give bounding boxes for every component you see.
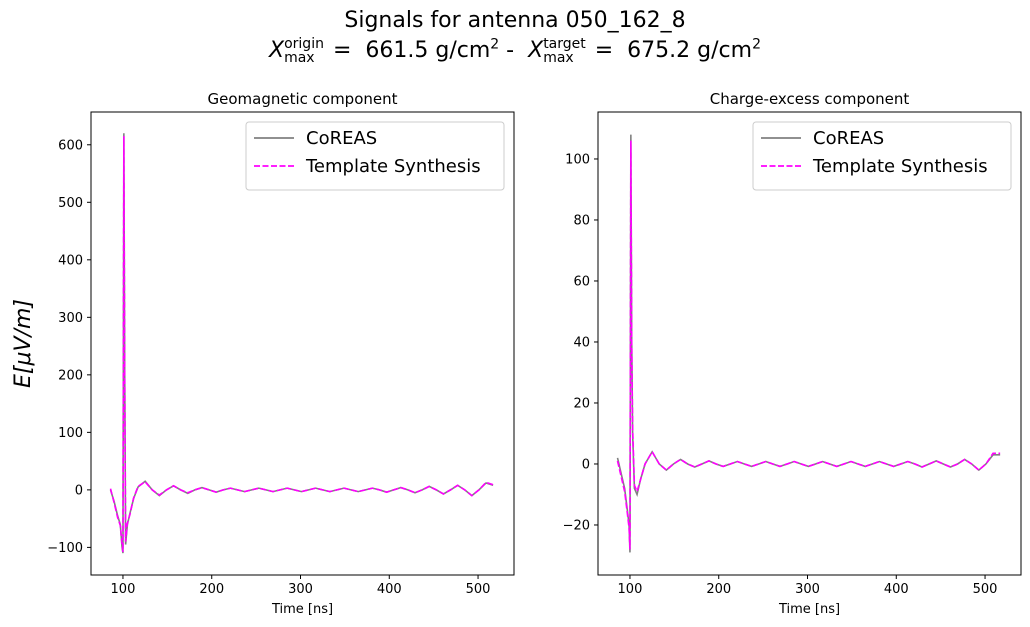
- subtitle-scripts: target max: [543, 37, 586, 65]
- y-tick-label: 40: [573, 335, 590, 350]
- x-tick-label: 400: [377, 582, 402, 597]
- legend-label: CoREAS: [813, 128, 884, 149]
- plot-frame: [597, 111, 1022, 576]
- x-tick-label: 500: [973, 582, 998, 597]
- legend-label: CoREAS: [306, 128, 377, 149]
- series-line: [616, 134, 1001, 553]
- legend-label: Template Synthesis: [812, 156, 988, 177]
- legend-box: [245, 121, 505, 191]
- axes-title: Charge-excess component: [710, 90, 910, 108]
- subtitle-part: max: [284, 50, 315, 66]
- axes-title: Geomagnetic component: [207, 90, 397, 108]
- subtitle-part: origin: [284, 36, 324, 52]
- subtitle-part: X: [269, 38, 285, 63]
- subtitle-part: target: [543, 36, 586, 52]
- y-tick-label: 600: [58, 138, 83, 153]
- x-tick-label: 300: [288, 582, 313, 597]
- series-line: [109, 136, 494, 553]
- x-tick-label: 100: [618, 582, 643, 597]
- y-tick-label: 0: [75, 483, 83, 498]
- x-tick-label: 500: [466, 582, 491, 597]
- title: Signals for antenna 050_162_8: [344, 8, 686, 33]
- x-tick-label: 400: [884, 582, 909, 597]
- y-tick-label: 20: [573, 396, 590, 411]
- y-tick-label: 0: [582, 457, 590, 472]
- subtitle-part: 2: [752, 36, 761, 53]
- subtitle-scripts: origin max: [284, 37, 324, 65]
- series-line: [616, 140, 1001, 550]
- subtitle-part: -: [499, 38, 529, 63]
- y-tick-label: 60: [573, 274, 590, 289]
- x-axis-label: Time [ns]: [778, 602, 840, 617]
- plot-frame: [90, 111, 515, 576]
- legend-box: [752, 121, 1012, 191]
- x-axis-label: Time [ns]: [271, 602, 333, 617]
- y-tick-label: 80: [573, 213, 590, 228]
- y-tick-label: 100: [565, 152, 590, 167]
- x-tick-label: 200: [706, 582, 731, 597]
- subtitle-part: max: [543, 50, 574, 66]
- subtitle-part: 2: [490, 36, 500, 53]
- subtitle-part: X: [528, 38, 544, 63]
- subtitle-part: = 661.5 g/cm: [325, 38, 491, 63]
- y-tick-label: 500: [58, 196, 83, 211]
- y-tick-label: −20: [563, 518, 590, 533]
- x-tick-label: 100: [111, 582, 136, 597]
- legend-label: Template Synthesis: [305, 156, 481, 177]
- y-tick-label: 100: [58, 426, 83, 441]
- x-tick-label: 300: [795, 582, 820, 597]
- y-tick-label: 400: [58, 253, 83, 268]
- y-axis-label: E[μV/m]: [11, 299, 36, 388]
- x-tick-label: 200: [199, 582, 224, 597]
- y-tick-label: 200: [58, 368, 83, 383]
- y-tick-label: −100: [47, 541, 83, 556]
- subtitle-part: = 675.2 g/cm: [587, 38, 753, 63]
- y-tick-label: 300: [58, 311, 83, 326]
